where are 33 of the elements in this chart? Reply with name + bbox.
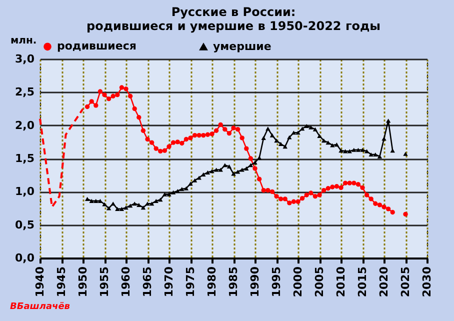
x-tick-label: 1990 xyxy=(248,266,262,298)
x-tick-label: 2010 xyxy=(334,266,348,298)
x-tick-label: 1995 xyxy=(270,266,283,298)
x-tick-label: 1985 xyxy=(227,266,240,298)
x-tick-label: 1960 xyxy=(120,266,132,298)
x-tick-label: 1950 xyxy=(76,266,90,298)
x-tick-label: 1945 xyxy=(55,266,68,298)
x-tick-label: 1955 xyxy=(98,266,111,298)
line-series xyxy=(39,108,84,208)
x-tick-label: 1965 xyxy=(141,266,154,298)
x-tick-label: 2020 xyxy=(378,266,390,298)
x-tick-label: 2025 xyxy=(399,266,412,298)
legend-label: родившиеся xyxy=(57,40,136,53)
x-tick-label: 1975 xyxy=(184,266,197,298)
text: ВБашлачёв xyxy=(10,302,70,312)
y-tick-label: 0,0 xyxy=(15,252,35,264)
y-tick-label: 1,5 xyxy=(15,152,34,165)
x-tick-label: 1980 xyxy=(206,266,218,298)
y-axis-title: млн. xyxy=(10,36,37,46)
x-tick-label: 2030 xyxy=(420,266,434,298)
y-tick-label: 3,0 xyxy=(15,52,35,66)
x-tick-label: 2005 xyxy=(313,266,326,298)
text: родившиеся и умершие в 1950-2022 годы xyxy=(86,19,381,33)
y-tick-label: 0,5 xyxy=(15,218,34,232)
y-tick-label: 2,0 xyxy=(15,118,35,132)
text: Русские в России: xyxy=(171,5,296,19)
x-tick-label: 1940 xyxy=(34,266,46,298)
y-tick-label: 1,0 xyxy=(15,185,35,198)
x-tick-label: 2015 xyxy=(356,266,369,298)
x-tick-label: 2000 xyxy=(292,266,304,298)
legend-label: умершие xyxy=(213,40,272,53)
x-tick-label: 1970 xyxy=(162,266,176,298)
y-tick-label: 2,5 xyxy=(15,86,34,99)
